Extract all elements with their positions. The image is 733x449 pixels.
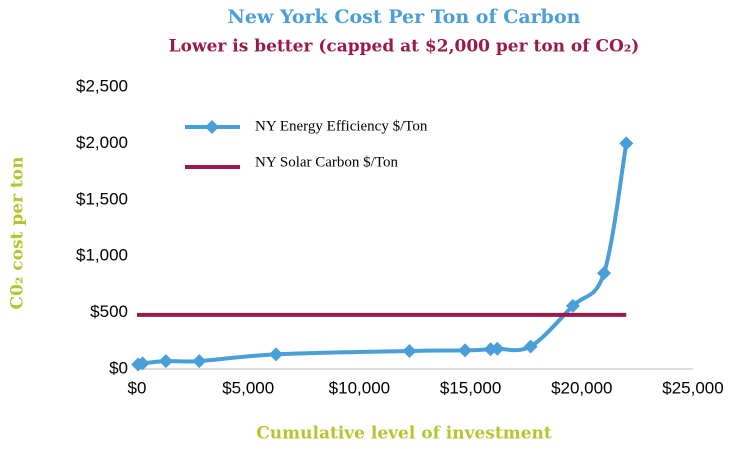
x-tick-label: $20,000	[551, 378, 612, 397]
x-tick-label: $10,000	[329, 378, 390, 397]
y-tick-label: $1,000	[76, 246, 128, 265]
marker	[490, 341, 505, 356]
marker	[619, 136, 634, 151]
marker	[269, 347, 283, 362]
chart-subtitle: Lower is better (capped at $2,000 per to…	[169, 37, 640, 57]
marker	[458, 343, 473, 358]
y-tick-label: $500	[90, 302, 128, 321]
marker	[402, 343, 417, 358]
y-tick-label: $0	[109, 358, 128, 377]
y-tick-label: $2,000	[76, 133, 128, 152]
x-axis-label: Cumulative level of investment	[256, 424, 552, 444]
x-tick-label: $0	[128, 378, 147, 397]
x-tick-label: $25,000	[662, 378, 723, 397]
y-axis-label: C0₂ cost per ton	[8, 157, 28, 310]
legend-label: NY Energy Efficiency $/Ton	[255, 118, 428, 134]
marker	[135, 356, 150, 371]
marker	[597, 266, 612, 281]
y-tick-label: $1,500	[76, 189, 128, 208]
series-line	[137, 143, 629, 367]
x-tick-label: $5,000	[222, 378, 274, 397]
chart-title: New York Cost Per Ton of Carbon	[228, 6, 581, 28]
y-tick-label: $2,500	[76, 76, 128, 95]
legend-marker	[205, 120, 219, 134]
marker	[158, 354, 173, 369]
marker	[192, 354, 207, 369]
marker	[523, 339, 538, 354]
x-tick-label: $15,000	[440, 378, 501, 397]
marker	[565, 298, 580, 313]
legend-label: NY Solar Carbon $/Ton	[255, 154, 398, 170]
